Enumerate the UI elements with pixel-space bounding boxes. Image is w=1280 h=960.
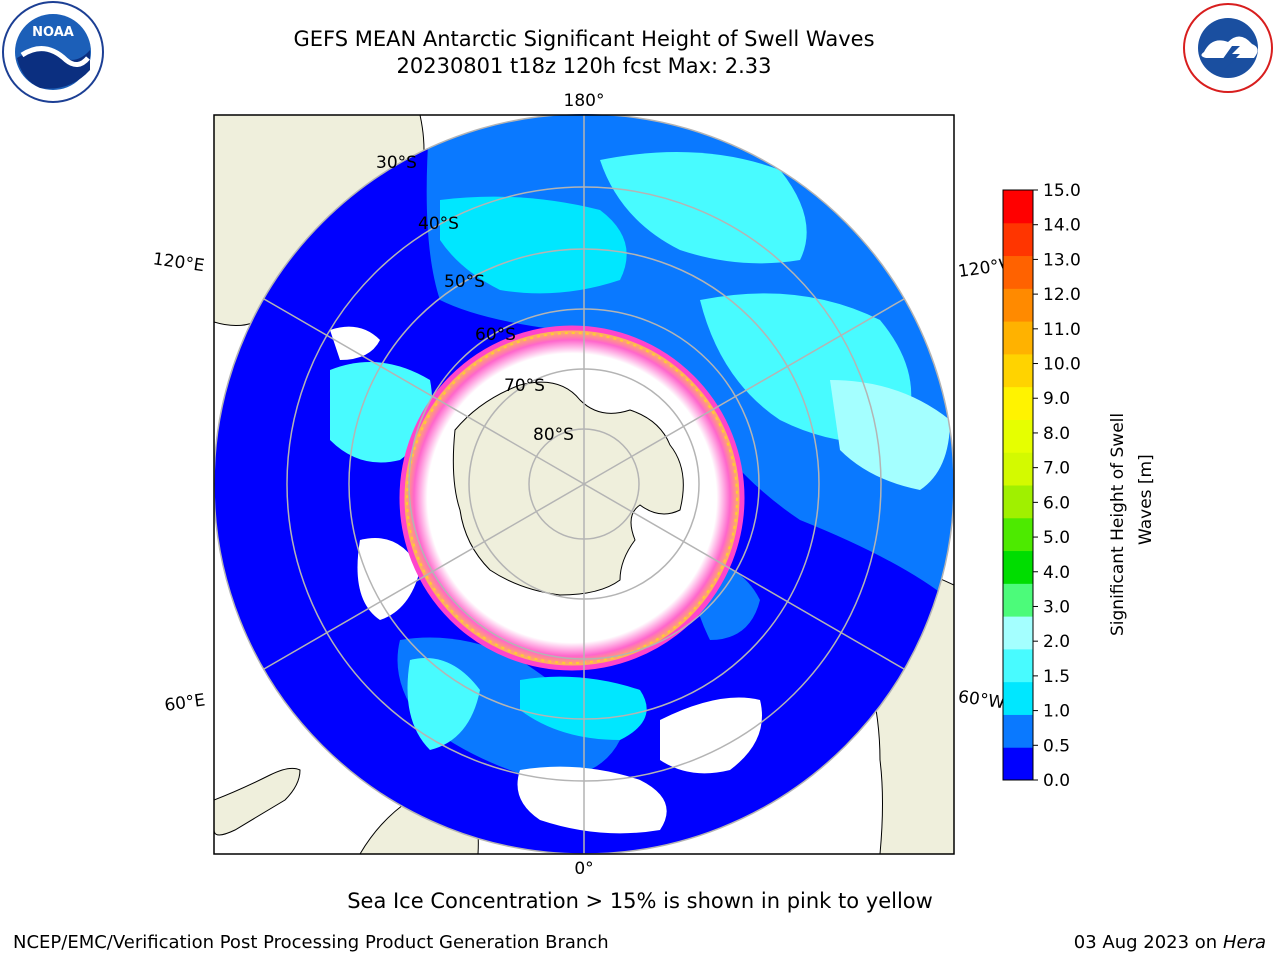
colorbar-swatch — [1003, 616, 1033, 650]
noaa-logo: NOAA — [2, 1, 104, 103]
lat-label-80s: 80°S — [533, 425, 574, 445]
colorbar-tick-label: 1.0 — [1043, 702, 1070, 722]
colorbar-tick-label: 1.5 — [1043, 667, 1070, 687]
colorbar-tick-label: 8.0 — [1043, 424, 1070, 444]
colorbar-swatch — [1003, 386, 1033, 420]
colorbar-frame — [1002, 189, 1034, 781]
colorbar-swatch — [1003, 485, 1033, 519]
lat-label-30s: 30°S — [376, 153, 417, 173]
lon-label-60e: 60°E — [163, 690, 206, 715]
colorbar-tick-label: 12.0 — [1043, 285, 1081, 305]
lat-label-40s: 40°S — [418, 214, 459, 234]
chart-title: GEFS MEAN Antarctic Significant Height o… — [293, 27, 875, 51]
colorbar-tick-label: 15.0 — [1043, 181, 1081, 201]
colorbar-label-line2: Waves [m] — [1136, 454, 1156, 545]
colorbar-swatch — [1003, 190, 1033, 224]
colorbar-swatch — [1003, 353, 1033, 388]
colorbar-tick-label: 7.0 — [1043, 459, 1070, 479]
colorbar-tick-label: 10.0 — [1043, 355, 1081, 375]
lat-label-60s: 60°S — [475, 325, 516, 345]
nws-logo — [1183, 3, 1273, 93]
colorbar-swatch — [1003, 452, 1033, 486]
colorbar-swatch — [1003, 714, 1033, 748]
colorbar-tick-label: 3.0 — [1043, 597, 1070, 617]
colorbar-tick-label: 11.0 — [1043, 320, 1081, 340]
colorbar-swatch — [1003, 288, 1033, 322]
madagascar-land — [214, 767, 301, 836]
lat-label-70s: 70°S — [504, 376, 545, 396]
sea-ice-caption: Sea Ice Concentration > 15% is shown in … — [347, 889, 933, 913]
lon-label-180: 180° — [564, 91, 605, 111]
colorbar-swatch — [1003, 517, 1033, 552]
colorbar-tick-label: 0.5 — [1043, 736, 1070, 756]
footer-date: 03 Aug 2023 on Hera — [1074, 932, 1266, 953]
lon-label-0: 0° — [574, 859, 593, 879]
colorbar: 0.0 0.5 1.0 1.5 2.0 3.0 4.0 5.0 6.0 7.0 8.0 9.0 10.0… — [1002, 181, 1081, 791]
colorbar-swatch — [1003, 419, 1033, 453]
colorbar-swatch — [1003, 321, 1033, 355]
colorbar-tick-label: 9.0 — [1043, 389, 1070, 409]
footer-credit: NCEP/EMC/Verification Post Processing Pr… — [13, 932, 609, 953]
antarctica-land — [452, 381, 684, 596]
colorbar-swatch — [1003, 747, 1033, 781]
colorbar-swatch — [1003, 222, 1033, 257]
footer-host: Hera — [1222, 932, 1266, 953]
colorbar-tick-label: 6.0 — [1043, 493, 1070, 513]
colorbar-tick-label: 14.0 — [1043, 216, 1081, 236]
lon-label-60w: 60°W — [957, 687, 1006, 713]
colorbar-label-line1: Significant Height of Swell — [1108, 413, 1128, 636]
lat-label-50s: 50°S — [444, 272, 485, 292]
footer-date-text: 03 Aug 2023 on — [1073, 932, 1218, 953]
colorbar-tick-label: 13.0 — [1043, 250, 1081, 270]
colorbar-swatch — [1003, 681, 1033, 715]
colorbar-swatch — [1003, 648, 1033, 683]
colorbar-swatch — [1003, 550, 1033, 584]
chart-subtitle: 20230801 t18z 120h fcst Max: 2.33 — [396, 54, 772, 78]
colorbar-tick-label: 0.0 — [1043, 771, 1070, 791]
colorbar-tick-label: 2.0 — [1043, 632, 1070, 652]
lon-label-120e: 120°E — [152, 249, 206, 276]
graticule — [214, 115, 954, 854]
colorbar-tick-label: 5.0 — [1043, 528, 1070, 548]
svg-text:NOAA: NOAA — [32, 25, 74, 40]
colorbar-swatch — [1003, 255, 1033, 289]
colorbar-tick-label: 4.0 — [1043, 563, 1070, 583]
colorbar-swatch — [1003, 583, 1033, 617]
